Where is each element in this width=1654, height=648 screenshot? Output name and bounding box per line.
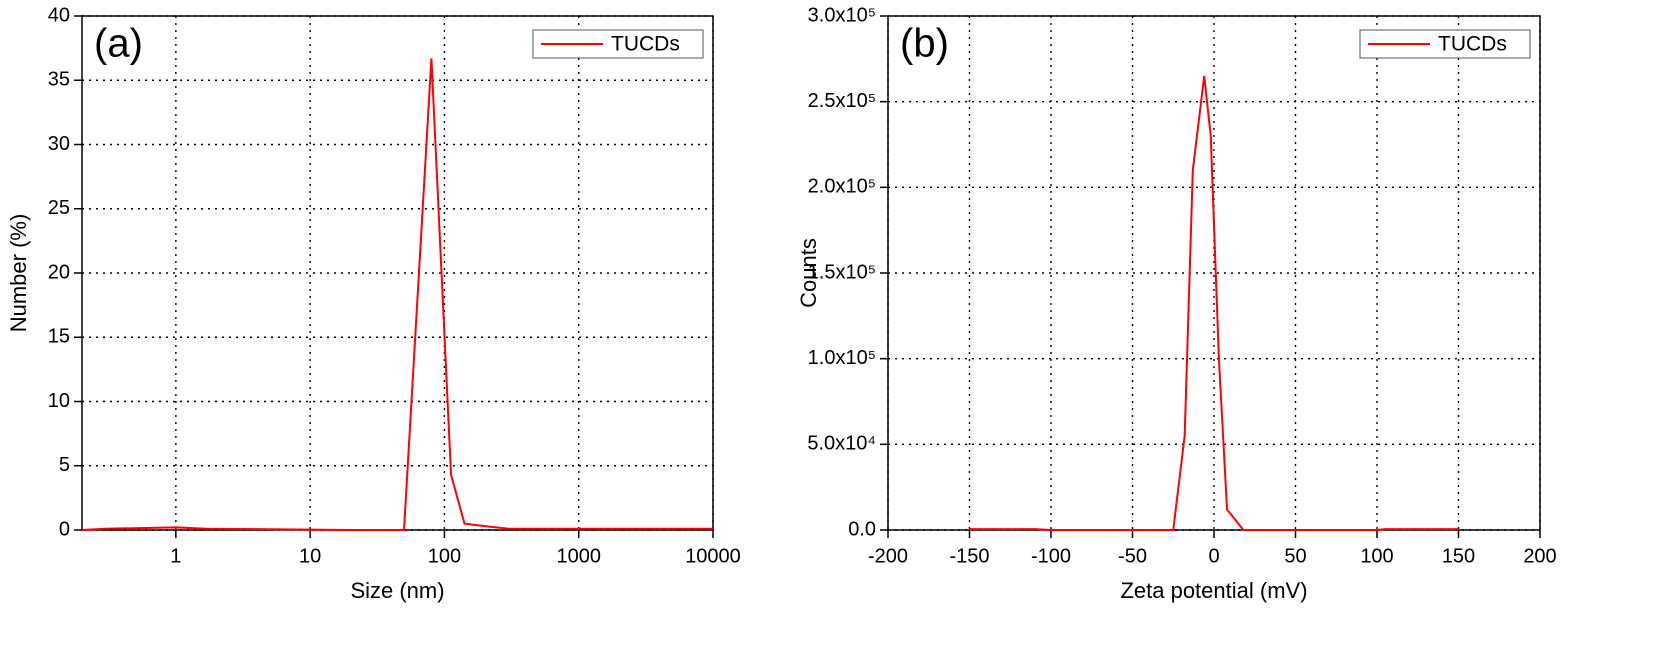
y-axis-label: Counts: [796, 238, 821, 308]
y-tick-label: 15: [48, 326, 70, 348]
x-tick-label: 1000: [556, 545, 601, 567]
y-axis-label: Number (%): [6, 214, 31, 333]
y-tick-label: 25: [48, 197, 70, 219]
y-tick-label: 40: [48, 4, 70, 26]
legend-label: TUCDs: [611, 33, 680, 56]
data-line: [969, 75, 1459, 531]
x-tick-label: -150: [949, 545, 989, 567]
panel-label: (b): [900, 22, 949, 66]
y-tick-label: 5: [59, 454, 70, 476]
x-axis-label: Size (nm): [350, 578, 444, 603]
plot-frame: [887, 15, 1541, 531]
y-tick-label: 0.0: [848, 518, 876, 540]
y-tick-label: 3.0x10⁵: [808, 4, 876, 26]
x-tick-label: 1: [170, 545, 181, 567]
y-tick-label: 1.5x10⁵: [808, 261, 876, 283]
x-tick-label: -100: [1031, 545, 1071, 567]
data-line: [81, 58, 713, 531]
y-tick-label: 20: [48, 261, 70, 283]
x-tick-label: -200: [868, 545, 908, 567]
x-tick-label: 10: [299, 545, 321, 567]
x-tick-label: 50: [1284, 545, 1306, 567]
y-tick-label: 2.0x10⁵: [808, 176, 876, 198]
y-tick-label: 1.0x10⁵: [808, 347, 876, 369]
panel-label: (a): [94, 22, 143, 66]
x-tick-label: 10000: [685, 545, 741, 567]
y-tick-label: 30: [48, 133, 70, 155]
x-tick-label: 0: [1208, 545, 1219, 567]
y-tick-label: 5.0x10⁴: [807, 433, 876, 455]
x-tick-label: 100: [1360, 545, 1393, 567]
x-tick-label: -50: [1118, 545, 1147, 567]
x-tick-label: 200: [1523, 545, 1556, 567]
legend-label: TUCDs: [1438, 33, 1507, 56]
y-tick-label: 2.5x10⁵: [808, 90, 876, 112]
x-tick-label: 100: [428, 545, 461, 567]
y-tick-label: 35: [48, 69, 70, 91]
x-axis-label: Zeta potential (mV): [1120, 578, 1307, 603]
y-tick-label: 0: [59, 518, 70, 540]
y-tick-label: 10: [48, 390, 70, 412]
x-tick-label: 150: [1442, 545, 1475, 567]
